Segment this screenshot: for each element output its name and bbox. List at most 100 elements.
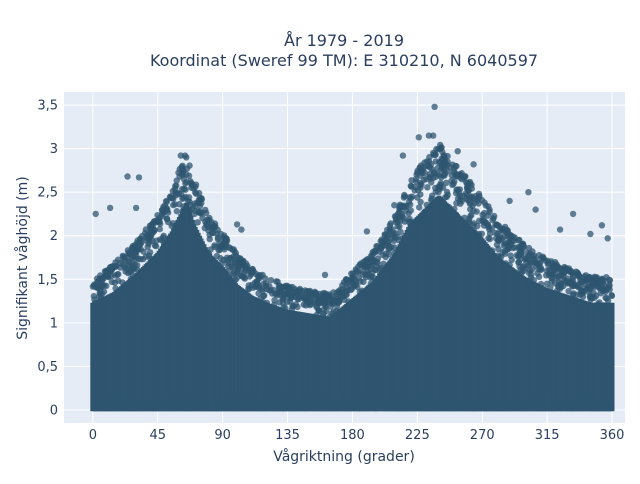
data-point <box>561 263 568 271</box>
data-point <box>448 396 455 403</box>
data-point <box>470 227 478 234</box>
data-point <box>356 288 364 295</box>
data-point <box>260 404 267 411</box>
data-point <box>444 191 451 198</box>
data-point <box>172 182 179 190</box>
data-point <box>418 167 425 175</box>
data-point <box>207 246 214 253</box>
data-point <box>345 402 352 409</box>
data-point <box>405 210 412 217</box>
data-point <box>248 281 255 289</box>
data-point <box>383 404 391 412</box>
data-point <box>143 234 150 241</box>
data-point <box>383 236 391 243</box>
data-point <box>493 222 501 229</box>
data-point <box>417 191 424 198</box>
y-axis-title: Signifikant våghöjd (m) <box>14 176 31 339</box>
data-point <box>179 398 186 406</box>
data-point <box>443 404 451 411</box>
data-point <box>487 248 494 255</box>
data-point <box>341 306 349 313</box>
data-point <box>133 262 141 269</box>
data-point <box>587 294 594 301</box>
data-point <box>470 220 477 227</box>
data-point <box>136 241 143 248</box>
data-point <box>381 231 388 238</box>
data-point <box>194 219 201 226</box>
data-point <box>486 208 493 216</box>
data-point <box>117 402 124 409</box>
data-point <box>176 173 183 180</box>
data-point <box>451 205 458 213</box>
data-point <box>531 255 538 262</box>
data-point <box>108 266 116 273</box>
data-point <box>438 402 446 409</box>
data-point <box>249 265 256 273</box>
data-point <box>164 218 172 226</box>
x-tick-label: 90 <box>214 428 231 443</box>
data-point <box>438 166 445 173</box>
data-point <box>310 401 318 408</box>
data-point <box>255 274 262 281</box>
data-point <box>162 197 170 205</box>
data-point <box>328 310 335 317</box>
chart-title-line-2: Koordinat (Sweref 99 TM): E 310210, N 60… <box>150 51 538 70</box>
data-point <box>202 206 209 214</box>
data-point <box>471 399 478 407</box>
data-point-outlier <box>92 210 99 218</box>
data-point <box>165 235 172 242</box>
y-tick-label: 1 <box>50 316 58 331</box>
data-point <box>230 397 238 404</box>
y-tick-label: 3 <box>50 142 58 157</box>
data-point <box>182 180 189 187</box>
data-point <box>115 256 122 263</box>
data-point <box>122 263 129 270</box>
data-point-outlier <box>132 204 140 212</box>
data-point <box>481 209 488 217</box>
data-point <box>480 398 488 405</box>
data-point <box>534 397 541 404</box>
data-point <box>586 289 593 296</box>
data-point <box>451 178 458 185</box>
data-point <box>465 187 472 195</box>
data-point <box>196 194 203 202</box>
data-point <box>586 274 593 281</box>
data-point <box>369 399 376 406</box>
data-point <box>407 182 414 190</box>
data-point <box>225 244 232 251</box>
data-point <box>468 211 475 219</box>
data-point <box>406 194 413 201</box>
data-point <box>431 170 438 177</box>
data-point <box>491 400 498 408</box>
data-point <box>343 276 350 283</box>
data-point <box>441 172 448 179</box>
data-point <box>416 204 423 211</box>
data-point <box>262 280 270 287</box>
data-point <box>567 278 574 285</box>
data-point <box>230 271 237 278</box>
data-point <box>254 404 261 411</box>
data-point <box>226 254 234 262</box>
data-point <box>565 288 572 295</box>
data-point-outlier <box>604 235 611 242</box>
data-point <box>585 399 592 406</box>
data-point <box>175 190 182 198</box>
data-point <box>130 252 138 260</box>
x-axis-ticks: 0 45 90 135 180 225 270 315 360 <box>89 428 625 443</box>
data-point <box>494 252 502 259</box>
data-point <box>400 194 408 201</box>
data-point <box>114 271 121 278</box>
y-tick-label: 2,5 <box>37 186 58 201</box>
data-point <box>394 233 401 241</box>
data-point <box>481 199 488 206</box>
data-point <box>417 217 424 224</box>
data-point-outlier <box>233 221 241 228</box>
data-point <box>495 237 502 244</box>
data-point <box>324 400 332 407</box>
data-point <box>444 167 451 174</box>
data-point <box>428 195 435 202</box>
data-point <box>509 238 516 245</box>
y-tick-label: 1,5 <box>37 273 58 288</box>
data-point-outlier <box>587 230 594 238</box>
